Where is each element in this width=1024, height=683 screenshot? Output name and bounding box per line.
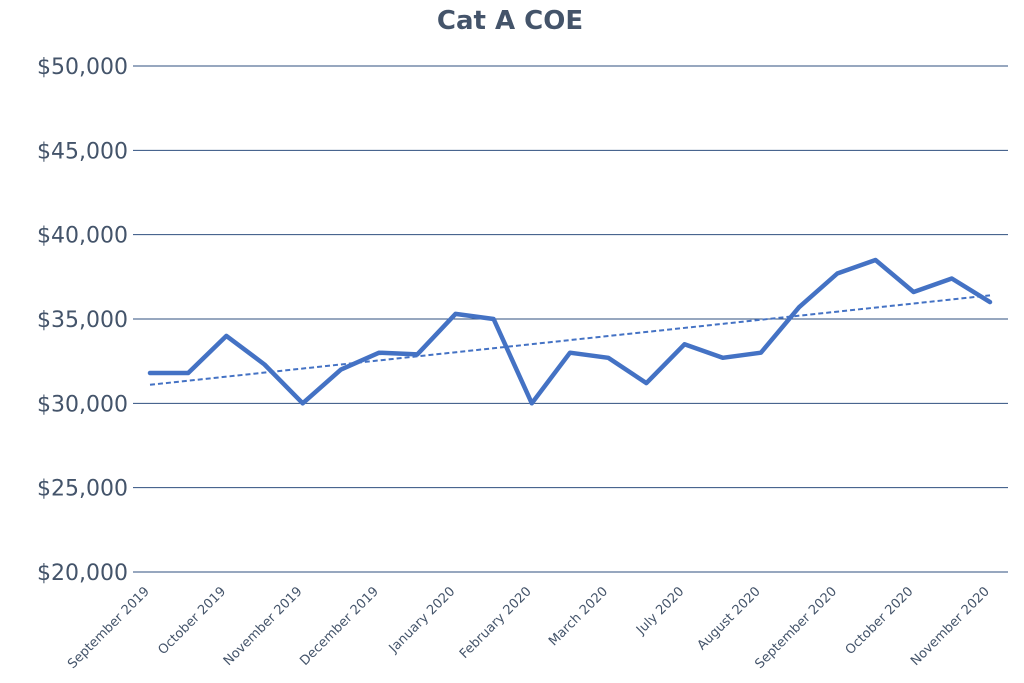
series-layer (147, 257, 993, 406)
x-tick-label: March 2020 (546, 584, 611, 649)
trendline-layer (149, 294, 991, 386)
y-tick-label: $20,000 (37, 561, 128, 586)
grid-lines (133, 65, 1008, 573)
series-line (147, 257, 993, 406)
y-tick-label: $45,000 (37, 139, 128, 164)
y-tick-label: $40,000 (37, 224, 128, 249)
x-tick-label: September 2019 (65, 584, 153, 672)
chart-title: Cat A COE (437, 6, 583, 36)
trendline (149, 294, 991, 386)
y-axis-tick-labels: $20,000 $25,000 $30,000 $35,000 $40,000 $45,0… (37, 55, 128, 586)
x-tick-label: October 2019 (155, 584, 229, 658)
x-tick-label: November 2020 (908, 584, 993, 669)
y-tick-label: $50,000 (37, 55, 128, 80)
x-tick-label: November 2019 (221, 584, 306, 669)
x-tick-label: January 2020 (386, 584, 458, 656)
x-tick-label: February 2020 (457, 584, 535, 662)
y-tick-label: $35,000 (37, 308, 128, 333)
x-tick-label: October 2020 (843, 584, 917, 658)
x-tick-label: September 2020 (752, 584, 840, 672)
y-tick-label: $25,000 (37, 477, 128, 502)
x-tick-label: December 2019 (297, 584, 382, 669)
y-tick-label: $30,000 (37, 392, 128, 417)
x-tick-label: July 2020 (633, 584, 687, 638)
x-tick-label: August 2020 (695, 584, 764, 653)
